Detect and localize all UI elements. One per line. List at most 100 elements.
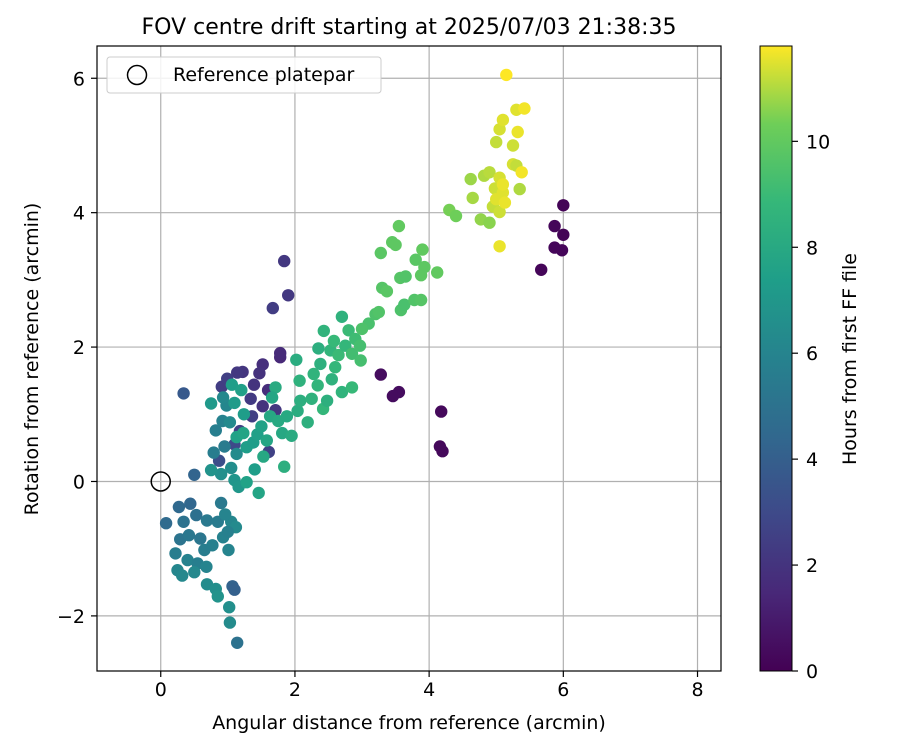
data-point [223,601,236,614]
data-point [169,547,182,560]
data-point [311,379,324,392]
data-point [342,324,355,337]
y-tick-label: 4 [73,203,85,225]
data-point [496,178,510,191]
colorbar-tick-label: 6 [806,343,818,365]
data-point [386,389,400,403]
data-point [190,508,203,522]
data-point [252,486,265,500]
data-point [172,500,186,514]
data-point [435,405,448,418]
y-tick-label: 2 [73,337,85,359]
data-point [399,270,412,283]
data-point [221,525,234,539]
data-point [353,339,367,352]
data-point [240,476,253,489]
legend-label: Reference platepar [173,64,355,86]
data-point [247,378,261,391]
plot-background [97,46,721,671]
y-tick-label: 6 [73,68,85,90]
data-point [293,374,306,387]
data-point [291,404,304,418]
x-axis-label: Angular distance from reference (arcmin) [212,712,606,734]
data-point [329,361,342,374]
data-point [200,514,214,527]
data-point [374,246,387,260]
data-point [188,566,201,579]
data-point [244,392,257,405]
data-point [257,450,270,463]
data-point [223,416,237,429]
y-tick-label: 0 [73,471,85,493]
data-point [222,543,235,557]
data-point [225,378,239,391]
data-point [278,254,291,268]
colorbar-tick-label: 2 [806,555,818,577]
data-point [327,334,341,348]
x-tick-label: 2 [289,679,301,701]
grid [97,46,721,671]
data-point [498,196,512,209]
x-tick-label: 8 [691,679,703,701]
data-point [506,139,520,152]
data-point [228,583,241,596]
plot-frame [96,45,722,672]
data-point [305,392,318,405]
x-tick-label: 4 [423,679,435,701]
data-point [548,241,561,254]
data-point [214,467,228,481]
legend-reference-marker [126,64,148,86]
data-point [511,125,524,139]
data-point [398,298,411,311]
data-point [237,426,250,440]
chart-title: FOV centre drift starting at 2025/07/03 … [142,15,677,40]
data-point [218,440,231,453]
data-point [500,68,513,82]
colorbar-tick-label: 0 [806,661,818,683]
data-point [515,166,528,179]
data-point [414,293,428,307]
data-point [282,289,295,302]
data-point [253,367,266,380]
colorbar [759,45,793,672]
legend-box [106,56,382,94]
data-point [374,368,387,381]
data-point [274,346,287,360]
data-point [418,260,431,274]
data-point [314,357,327,371]
data-point [335,310,349,323]
data-point [214,496,228,510]
data-point [372,305,385,319]
data-point [237,408,251,421]
data-point [219,508,232,521]
data-point [194,532,207,545]
data-point [230,447,243,461]
reference-point [150,471,171,492]
data-point [182,529,196,542]
data-point [335,385,349,399]
data-point [493,205,506,219]
data-point [493,240,506,253]
data-point [345,381,359,394]
axis-ticks: 0 2 4 6 8 −2 0 2 4 6 [57,68,704,701]
data-point [431,266,444,279]
data-point [223,616,237,629]
data-point [380,285,394,298]
data-point [464,172,477,186]
data-point [301,416,314,429]
data-point [493,123,506,136]
data-point [557,199,570,212]
data-point [466,191,479,205]
colorbar-label: Hours from first FF file [839,253,861,465]
data-point [266,301,279,315]
data-point [188,468,201,481]
data-point [294,394,307,407]
data-point [518,102,531,115]
legend: Reference platepar [106,56,382,94]
data-point [177,387,190,400]
data-point [312,342,325,355]
y-tick-label: −2 [57,606,85,628]
data-point [256,400,269,413]
data-point [355,322,369,336]
